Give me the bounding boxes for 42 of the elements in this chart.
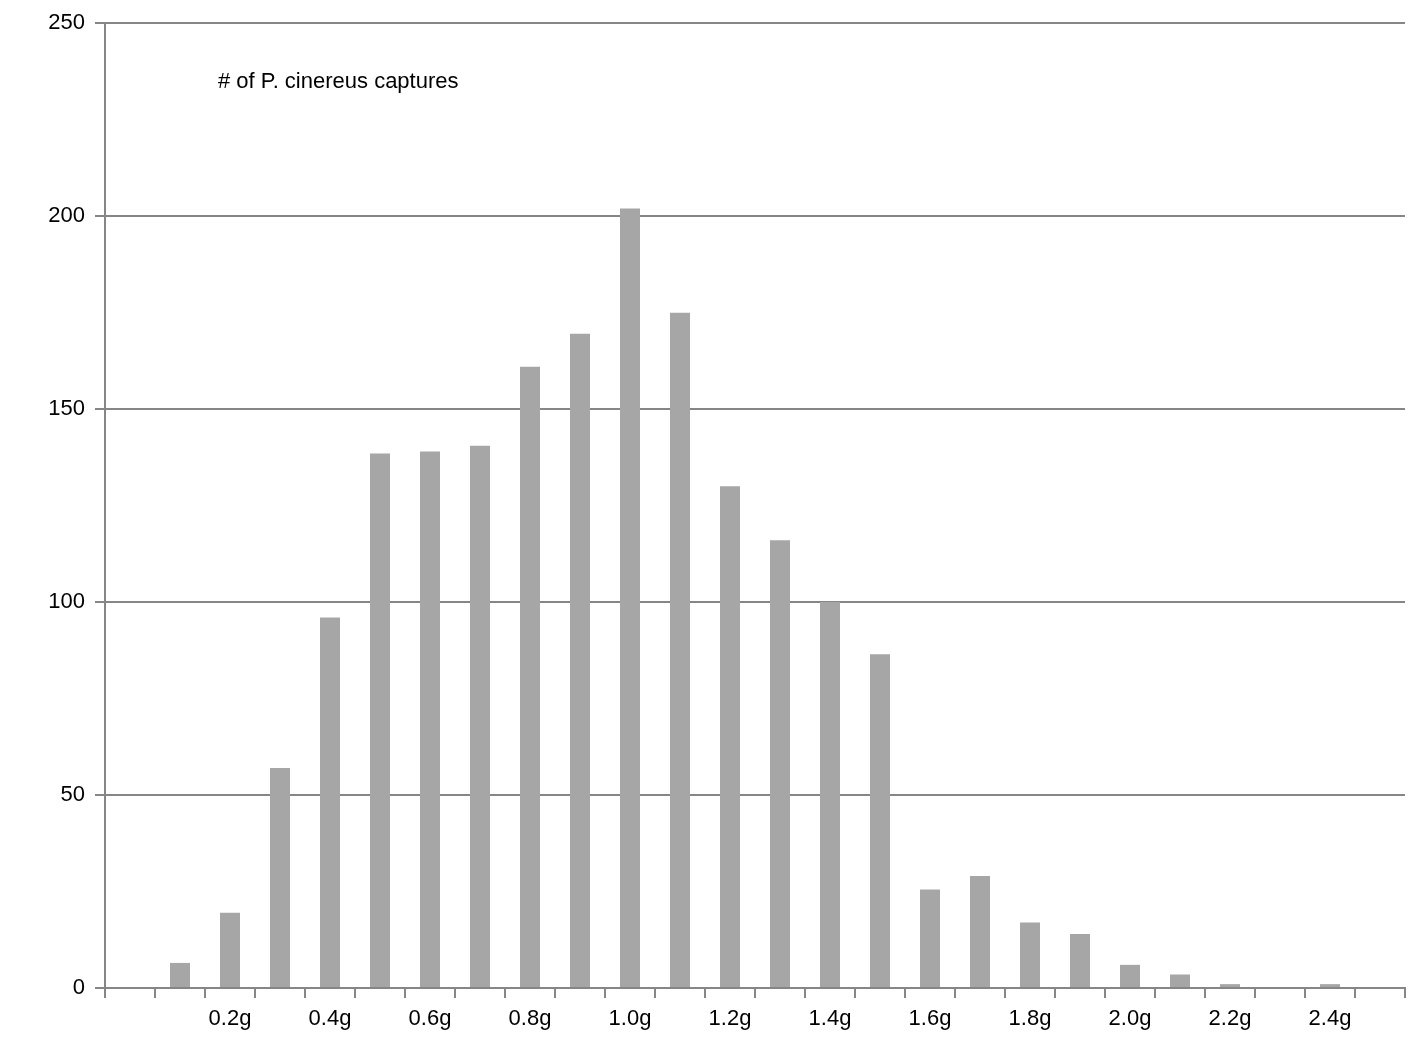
bar bbox=[1120, 964, 1140, 987]
y-tick-label: 100 bbox=[48, 588, 85, 614]
x-tick-label: 1.2g bbox=[708, 1005, 752, 1031]
bar bbox=[1020, 922, 1040, 987]
bar bbox=[1220, 984, 1240, 987]
bar bbox=[220, 912, 240, 987]
bar bbox=[920, 889, 940, 987]
x-tick-label: 0.4g bbox=[308, 1005, 352, 1031]
bar bbox=[420, 451, 440, 987]
bar bbox=[720, 486, 740, 987]
x-tick-label: 1.6g bbox=[908, 1005, 952, 1031]
bar bbox=[570, 333, 590, 987]
x-tick-label: 1.8g bbox=[1008, 1005, 1052, 1031]
x-tick-label: 0.6g bbox=[408, 1005, 452, 1031]
bar bbox=[970, 876, 990, 987]
x-tick-label: 2.2g bbox=[1208, 1005, 1252, 1031]
bar bbox=[870, 654, 890, 987]
annotation: # of P. cinereus captures bbox=[218, 68, 459, 94]
x-tick-label: 1.0g bbox=[608, 1005, 652, 1031]
bar bbox=[1070, 933, 1090, 987]
x-tick-label: 0.8g bbox=[508, 1005, 552, 1031]
y-tick-label: 150 bbox=[48, 395, 85, 421]
bar bbox=[170, 962, 190, 987]
bar bbox=[370, 453, 390, 987]
bar bbox=[1320, 984, 1340, 987]
y-tick-label: 200 bbox=[48, 202, 85, 228]
bar bbox=[670, 312, 690, 987]
x-tick-label: 2.0g bbox=[1108, 1005, 1152, 1031]
x-tick-label: 0.2g bbox=[208, 1005, 252, 1031]
bar bbox=[770, 540, 790, 987]
bar bbox=[820, 602, 840, 987]
bar bbox=[620, 208, 640, 987]
x-tick-label: 2.4g bbox=[1308, 1005, 1352, 1031]
bar bbox=[470, 445, 490, 987]
y-tick-label: 0 bbox=[72, 974, 85, 1000]
y-tick-label: 50 bbox=[60, 781, 85, 807]
bar bbox=[320, 617, 340, 987]
bar bbox=[1170, 974, 1190, 987]
y-tick-label: 250 bbox=[48, 9, 85, 35]
x-tick-label: 1.4g bbox=[808, 1005, 852, 1031]
bar bbox=[520, 366, 540, 987]
bar bbox=[270, 768, 290, 987]
